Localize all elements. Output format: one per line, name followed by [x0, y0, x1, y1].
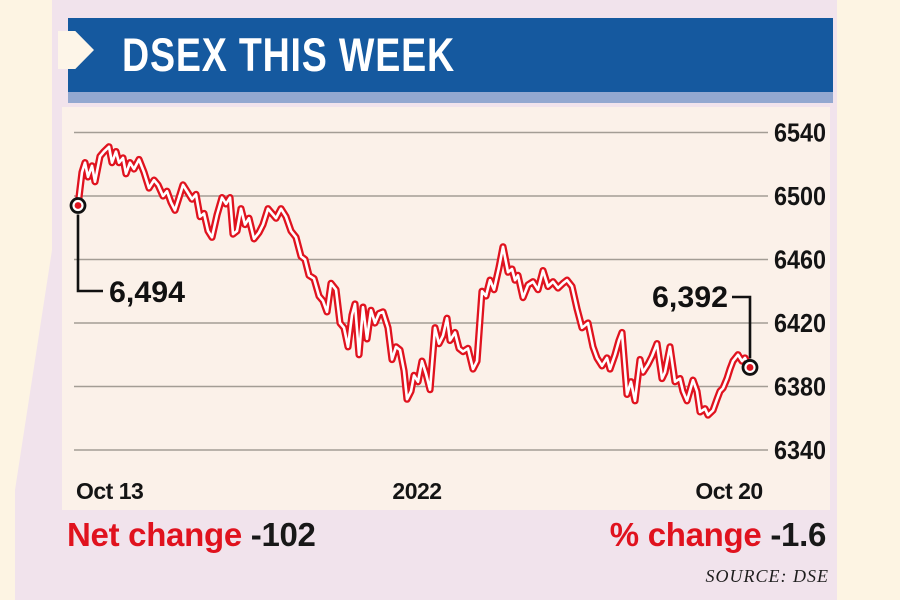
pct-change-value: -1.6	[770, 516, 826, 553]
net-change-value: -102	[250, 516, 316, 553]
y-tick-label: 6380	[774, 372, 826, 402]
y-tick-label: 6500	[774, 181, 826, 211]
y-tick-label: 6420	[774, 308, 826, 338]
source-credit: SOURCE: DSE	[705, 566, 829, 586]
plot-area: 6540 6500 6460 6420 6380 6340 6,494 6,392 Oct 1…	[62, 107, 830, 510]
net-change-label: Net change	[67, 516, 242, 553]
x-axis-label-end: Oct 20	[695, 478, 763, 504]
pct-change-label: % change	[609, 516, 762, 553]
title-banner	[68, 18, 833, 92]
pct-change-stat: % change -1.6	[609, 516, 827, 554]
page-title: DSEX THIS WEEK	[122, 28, 455, 81]
end-value-label: 6,392	[652, 281, 728, 314]
net-change-stat: Net change -102	[67, 516, 316, 554]
x-axis-label-year: 2022	[392, 478, 442, 504]
y-tick-label: 6460	[774, 245, 826, 275]
start-annotation-bracket	[76, 214, 103, 293]
x-axis-label-start: Oct 13	[76, 478, 144, 504]
y-tick-label: 6540	[774, 118, 826, 148]
banner-shadow-strip	[68, 92, 833, 103]
start-value-label: 6,494	[109, 276, 185, 309]
y-tick-label: 6340	[774, 435, 826, 465]
end-point-marker-dot	[746, 364, 754, 371]
end-annotation-bracket	[732, 295, 752, 359]
price-line-chart: 6540 6500 6460 6420 6380 6340 6,494 6,392	[69, 118, 826, 465]
start-point-marker-dot	[74, 202, 82, 209]
index-line-core	[76, 145, 752, 417]
